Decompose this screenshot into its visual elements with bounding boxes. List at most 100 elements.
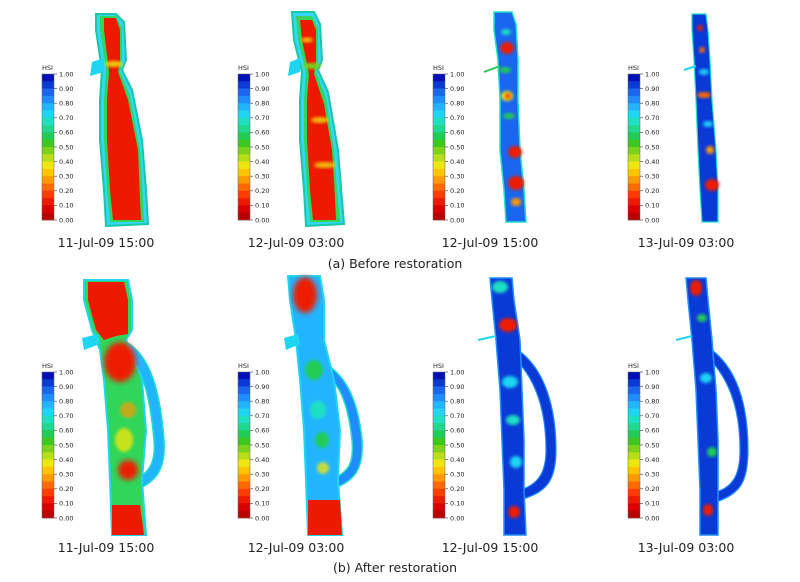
legend-tick-label: 0.10 <box>59 500 73 508</box>
legend-color-swatch <box>42 401 54 409</box>
legend-color-swatch <box>238 496 250 504</box>
legend-color-swatch <box>628 198 640 206</box>
legend-tick-label: 0.70 <box>59 412 73 420</box>
legend-tick-label: 0.40 <box>59 158 73 166</box>
legend-color-swatch <box>628 139 640 148</box>
legend-tick-label: 0.20 <box>59 187 73 195</box>
legend-tick-label: 0.50 <box>59 441 73 449</box>
legend-color-swatch <box>628 95 640 104</box>
legend-tick-label: 0.20 <box>450 485 464 493</box>
legend-color-swatch <box>42 154 54 162</box>
hsi-map-before-2: HSI 1.00 0.90 0.80 0.70 0.60 0.50 0.40 0.30 0.20 0… <box>237 11 346 250</box>
legend-color-swatch <box>433 154 445 162</box>
legend-color-swatch <box>238 408 250 417</box>
legend-title: HSI <box>42 64 53 72</box>
legend-before-2: HSI 1.00 0.90 0.80 0.70 0.60 0.50 0.40 0.30 0.20 0… <box>237 64 269 224</box>
legend-color-swatch <box>628 88 640 97</box>
legend-tick-label: 0.80 <box>255 398 269 406</box>
legend-tick-label: 0.20 <box>255 485 269 493</box>
legend-color-swatch <box>238 401 250 409</box>
legend-color-swatch <box>238 81 250 89</box>
legend-color-swatch <box>238 393 250 402</box>
legend-color-swatch <box>628 430 640 438</box>
legend-tick-label: 1.00 <box>255 70 269 78</box>
legend-color-swatch <box>42 110 54 119</box>
legend-color-swatch <box>42 423 54 431</box>
legend-tick-label: 0.70 <box>450 412 464 420</box>
legend-tick-label: 0.70 <box>645 114 659 122</box>
legend-after-1: HSI 1.00 0.90 0.80 0.70 0.60 0.50 0.40 0.30 0.20 0… <box>41 362 73 522</box>
legend-color-swatch <box>628 161 640 170</box>
river-shape-after-1 <box>82 279 165 536</box>
legend-color-swatch <box>433 190 445 199</box>
legend-color-swatch <box>42 452 54 460</box>
legend-tick-label: 0.50 <box>255 143 269 151</box>
legend-tick-label: 0.20 <box>645 485 659 493</box>
legend-tick-label: 0.50 <box>59 143 73 151</box>
legend-title: HSI <box>238 64 249 72</box>
legend-color-swatch <box>433 459 445 468</box>
legend-color-swatch <box>42 466 54 475</box>
legend-color-swatch <box>433 393 445 402</box>
legend-color-swatch <box>42 74 54 82</box>
legend-color-swatch <box>628 452 640 460</box>
legend-tick-label: 0.70 <box>450 114 464 122</box>
legend-color-swatch <box>433 205 445 213</box>
legend-color-swatch <box>238 154 250 162</box>
legend-color-swatch <box>238 386 250 395</box>
legend-color-swatch <box>433 481 445 490</box>
legend-color-swatch <box>238 430 250 438</box>
legend-color-swatch <box>628 401 640 409</box>
legend-tick-label: 1.00 <box>255 368 269 376</box>
legend-tick-label: 0.80 <box>59 398 73 406</box>
panel-after: HSI 1.00 0.90 0.80 0.70 0.60 0.50 0.40 0.30 0.20 0… <box>41 275 749 575</box>
legend-color-swatch <box>433 510 445 519</box>
legend-tick-label: 0.70 <box>255 114 269 122</box>
legend-tick-label: 0.10 <box>645 500 659 508</box>
legend-tick-label: 0.00 <box>450 514 464 522</box>
legend-color-swatch <box>433 452 445 460</box>
river-shape-after-4 <box>675 277 749 536</box>
legend-color-swatch <box>628 132 640 140</box>
legend-color-swatch <box>42 372 54 380</box>
legend-tick-label: 0.60 <box>645 427 659 435</box>
river-shape-after-2 <box>284 275 363 536</box>
map-date-before-4: 13-Jul-09 03:00 <box>638 235 735 250</box>
legend-color-swatch <box>238 132 250 140</box>
legend-title: HSI <box>628 64 639 72</box>
legend-tick-label: 0.30 <box>645 173 659 181</box>
legend-tick-label: 0.30 <box>450 173 464 181</box>
legend-tick-label: 0.70 <box>59 114 73 122</box>
legend-color-swatch <box>238 503 250 511</box>
legend-color-swatch <box>238 379 250 387</box>
hsi-map-after-2: HSI 1.00 0.90 0.80 0.70 0.60 0.50 0.40 0.30 0.20 0… <box>237 275 363 555</box>
legend-color-swatch <box>42 168 54 177</box>
legend-color-swatch <box>433 74 445 82</box>
legend-color-swatch <box>433 401 445 409</box>
legend-color-swatch <box>238 474 250 482</box>
legend-color-swatch <box>433 168 445 177</box>
legend-tick-label: 0.90 <box>255 85 269 93</box>
legend-color-swatch <box>433 117 445 126</box>
panel-before: HSI 1.00 0.90 0.80 0.70 0.60 0.50 0.40 0.30 0.20 0… <box>41 11 735 271</box>
legend-tick-label: 0.50 <box>645 143 659 151</box>
legend-color-swatch <box>433 496 445 504</box>
legend-tick-label: 0.70 <box>645 412 659 420</box>
hsi-map-after-3: HSI 1.00 0.90 0.80 0.70 0.60 0.50 0.40 0.30 0.20 0… <box>432 277 557 555</box>
legend-before-1: HSI 1.00 0.90 0.80 0.70 0.60 0.50 0.40 0.30 0.20 0… <box>41 64 73 224</box>
legend-frame <box>627 73 641 221</box>
legend-color-swatch <box>628 183 640 192</box>
legend-color-swatch <box>628 190 640 199</box>
legend-frame <box>627 371 641 519</box>
river-shape-before-3 <box>483 11 527 223</box>
legend-color-swatch <box>238 183 250 192</box>
legend-color-swatch <box>628 510 640 519</box>
hsi-map-after-4: HSI 1.00 0.90 0.80 0.70 0.60 0.50 0.40 0.30 0.20 0… <box>627 277 749 555</box>
legend-color-swatch <box>238 125 250 133</box>
legend-color-swatch <box>628 205 640 213</box>
legend-color-swatch <box>433 88 445 97</box>
legend-tick-label: 0.30 <box>255 173 269 181</box>
legend-tick-label: 0.60 <box>450 427 464 435</box>
legend-tick-label: 0.00 <box>645 514 659 522</box>
legend-color-swatch <box>238 445 250 453</box>
